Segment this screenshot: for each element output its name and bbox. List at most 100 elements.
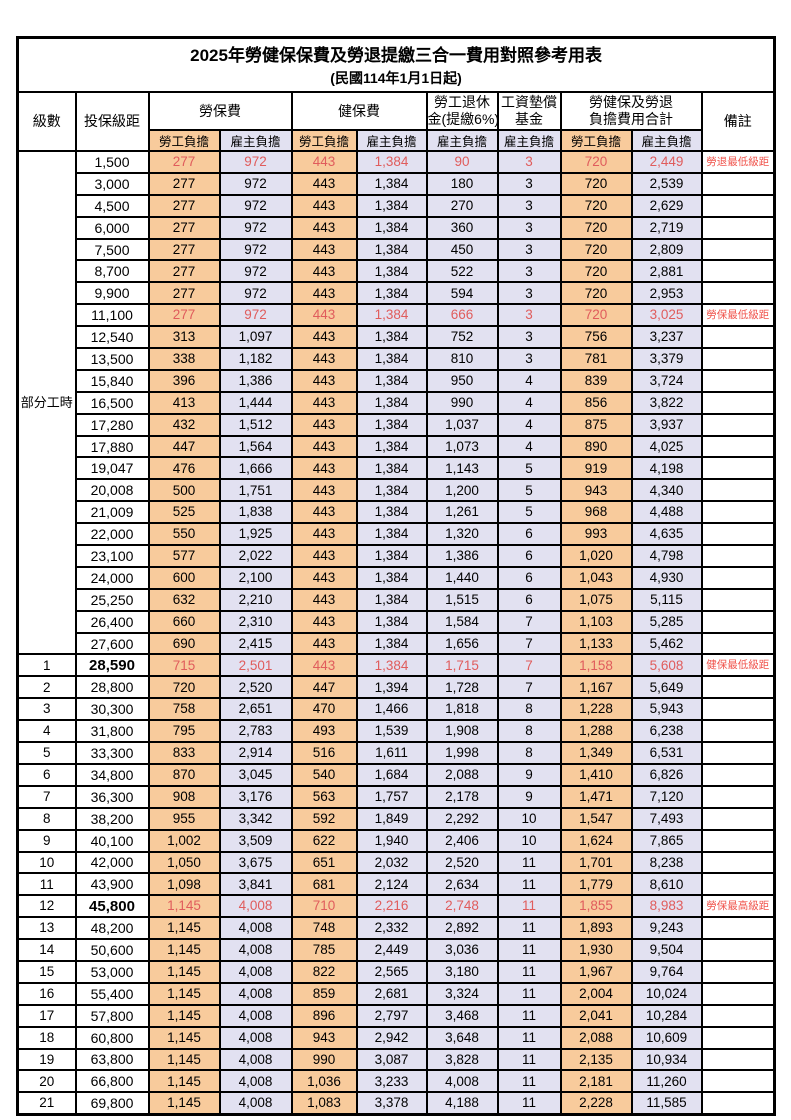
value-cell: 3,379 [630,347,703,371]
title-cell: 2025年勞健保保費及勞退提繳三合一費用對照參考用表 (民國114年1月1日起) [16,36,776,93]
header-total-line2: 負擔費用合計 [589,111,673,127]
header-remark: 備註 [700,91,776,152]
value-cell: 2,501 [218,653,293,678]
bracket-cell: 43,900 [74,872,150,897]
table-row: 25,250 632 2,210 443 1,384 1,515 6 1,075 5,115 [18,587,776,612]
table-row: 11,100 277 972 443 1,384 666 3 720 3,025 勞保最低級距 [18,303,776,328]
value-cell: 11 [496,1069,562,1094]
value-cell: 660 [147,609,221,634]
value-cell: 2,088 [559,1025,633,1050]
value-cell: 1,940 [355,828,428,853]
remark-cell [700,500,776,525]
bracket-cell: 36,300 [74,784,150,809]
value-cell: 540 [290,762,358,787]
bracket-cell: 4,500 [74,193,150,218]
value-cell: 11 [496,1091,562,1116]
remark-cell [700,412,776,437]
level-cell: 16 [16,981,77,1006]
bracket-cell: 24,000 [74,565,150,590]
value-cell: 11 [496,1003,562,1028]
value-cell: 2,565 [355,959,428,984]
value-cell: 443 [290,193,358,218]
value-cell: 9,243 [630,916,703,941]
value-cell: 2,892 [425,916,499,941]
value-cell: 1,410 [559,762,633,787]
header-group-row: 級數 投保級距 勞保費 健保費 勞工退休 金(提繳6%) 工資墊償 基金 勞健保及勞… [16,91,776,152]
value-cell: 1,394 [355,675,428,700]
value-cell: 1,384 [355,434,428,459]
value-cell: 1,384 [355,281,428,306]
bracket-cell: 63,800 [74,1047,150,1072]
value-cell: 4 [496,368,562,393]
value-cell: 890 [559,434,633,459]
remark-cell [700,544,776,568]
value-cell: 3,176 [218,784,293,809]
remark-cell [700,784,776,809]
level-cell: 6 [16,762,77,787]
value-cell: 11 [496,850,562,875]
value-cell: 1,384 [355,544,428,568]
bracket-cell: 45,800 [74,894,150,919]
table-row: 1 28,590 715 2,501 443 1,384 1,715 7 1,158 5,608 健… [16,653,776,678]
value-cell: 443 [290,215,358,240]
value-cell: 720 [559,171,633,196]
bracket-cell: 27,600 [74,631,150,656]
value-cell: 5,462 [630,631,703,656]
value-cell: 3,378 [355,1091,428,1116]
value-cell: 1,145 [147,1025,221,1050]
value-cell: 720 [559,281,633,306]
value-cell: 4,930 [630,565,703,590]
remark-cell [700,675,776,700]
value-cell: 443 [290,478,358,503]
value-cell: 5 [496,500,562,525]
remark-cell [700,565,776,590]
value-cell: 7 [496,609,562,634]
value-cell: 476 [147,456,221,481]
value-cell: 277 [147,193,221,218]
value-cell: 7 [496,675,562,700]
value-cell: 1,167 [559,675,633,700]
value-cell: 1,145 [147,1003,221,1028]
value-cell: 1,145 [147,916,221,941]
value-cell: 2,797 [355,1003,428,1028]
bracket-cell: 16,500 [74,390,150,415]
remark-cell [700,478,776,503]
value-cell: 1,998 [425,741,499,765]
value-cell: 1,384 [355,609,428,634]
remark-cell [700,325,776,350]
value-cell: 3 [496,281,562,306]
value-cell: 1,440 [425,565,499,590]
value-cell: 9,764 [630,959,703,984]
subheader-labor-employee: 勞工負擔 [147,129,221,152]
value-cell: 277 [147,281,221,306]
value-cell: 720 [559,215,633,240]
level-cell: 9 [16,828,77,853]
value-cell: 1,908 [425,719,499,744]
value-cell: 1,666 [218,456,293,481]
value-cell: 2,449 [630,150,703,174]
value-cell: 943 [290,1025,358,1050]
value-cell: 180 [425,171,499,196]
value-cell: 443 [290,456,358,481]
table-row: 23,100 577 2,022 443 1,384 1,386 6 1,020 4,798 [18,544,776,568]
remark-cell [700,697,776,722]
value-cell: 781 [559,347,633,371]
remark-cell [700,1025,776,1050]
value-cell: 1,145 [147,959,221,984]
value-cell: 443 [290,171,358,196]
value-cell: 525 [147,500,221,525]
value-cell: 1,925 [218,522,293,547]
value-cell: 4 [496,412,562,437]
value-cell: 2,124 [355,872,428,897]
value-cell: 2,634 [425,872,499,897]
level-group-cell: 部分工時 [16,149,77,656]
remark-cell: 勞保最低級距 [700,303,776,328]
value-cell: 4,340 [630,478,703,503]
value-cell: 1,386 [218,368,293,393]
remark-cell [700,456,776,481]
value-cell: 10,284 [630,1003,703,1028]
value-cell: 1,228 [559,697,633,722]
value-cell: 7,493 [630,806,703,831]
remark-cell [700,806,776,831]
header-labor-insurance: 勞保費 [147,91,293,131]
